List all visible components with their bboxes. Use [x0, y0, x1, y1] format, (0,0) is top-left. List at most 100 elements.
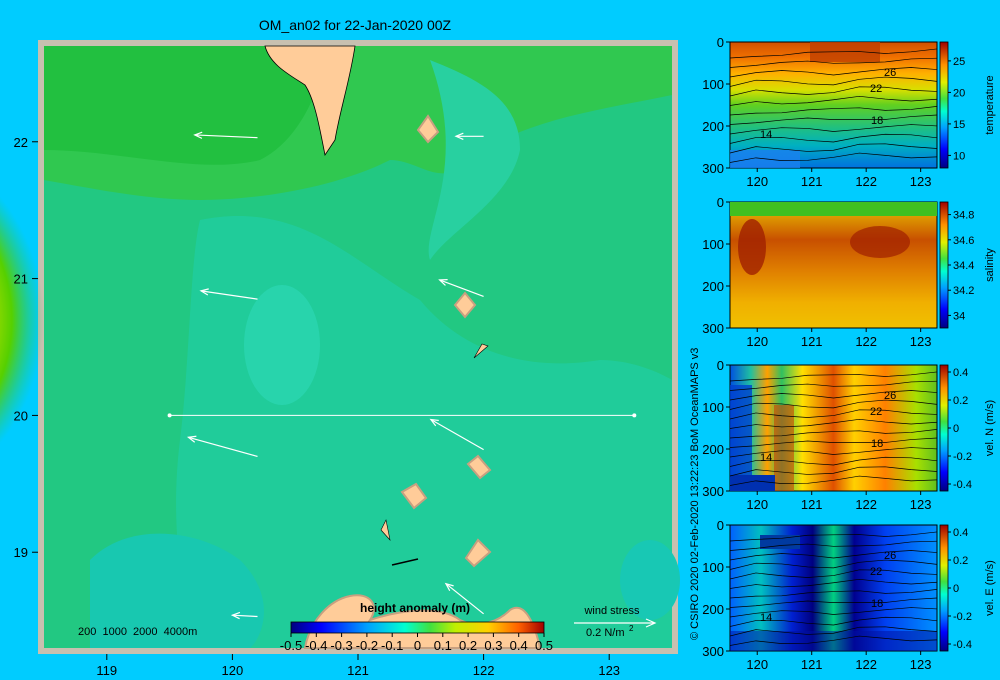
- section-cb-tick-label: 25: [953, 56, 965, 68]
- section-vel-e-colorbar: [939, 524, 949, 652]
- contour-line: [729, 531, 938, 542]
- section-cb-tick-label: 34.8: [953, 210, 974, 222]
- section-y-tick-label: 0: [717, 35, 724, 50]
- contour-label: 14: [760, 612, 772, 624]
- wind-vector-shaft: [439, 279, 484, 297]
- section-y-tick-label: 300: [702, 161, 724, 176]
- colorbar-tick-label: -0.2: [356, 638, 378, 653]
- section-x-tick-label: 120: [746, 497, 768, 512]
- contour-line: [729, 124, 938, 135]
- contour-line: [729, 95, 938, 106]
- section-x-tick-label: 121: [801, 497, 823, 512]
- wind-vector-shaft: [194, 134, 258, 139]
- section-cb-tick-label: 34.2: [953, 285, 974, 297]
- section-cb-tick-label: 0.2: [953, 555, 968, 567]
- contour-line: [729, 152, 938, 163]
- section-x-tick-label: 122: [855, 657, 877, 672]
- map-x-tick-label: 120: [222, 663, 244, 678]
- wind-vector-shaft: [430, 418, 484, 451]
- island-2: [453, 291, 477, 319]
- map-x-tick-label: 121: [347, 663, 369, 678]
- contour-line: [729, 550, 938, 561]
- depth-legend: 200 1000 2000 4000m: [78, 626, 197, 638]
- section-panel-salinity: 0 100 200 300 120 121 122 123 34.8 34.6 34.4 34.2 34…: [702, 195, 996, 349]
- contour-label: 26: [884, 390, 896, 402]
- map-y-ticks: 22 21 20 19: [14, 135, 38, 560]
- section-y-tick-label: 300: [702, 321, 724, 336]
- contour-line: [729, 133, 938, 144]
- contour-line: [729, 466, 938, 477]
- contour-label: 14: [760, 452, 772, 464]
- wind-vector: [454, 132, 484, 140]
- sal-max-west: [738, 219, 766, 275]
- contour-label: 22: [870, 566, 882, 578]
- island-3: [473, 343, 489, 359]
- section-line-start: [167, 413, 172, 418]
- map-title: OM_an02 for 22-Jan-2020 00Z: [259, 17, 452, 33]
- map-x-tick-label: 119: [96, 663, 117, 678]
- map-y-tick-label: 19: [14, 545, 28, 560]
- wind-vector: [193, 131, 258, 139]
- field-cyan-se: [620, 540, 680, 620]
- section-salinity-colorbar: [939, 201, 949, 329]
- section-cb-tick-label: -0.4: [953, 479, 972, 491]
- contour-line: [729, 106, 938, 116]
- section-x-tick-label: 120: [746, 174, 768, 189]
- section-y-tick-label: 300: [702, 644, 724, 659]
- contour-line: [729, 635, 938, 646]
- section-temperature-label: temperature: [984, 75, 996, 134]
- contour-line: [729, 569, 938, 580]
- section-vel-e-label: vel. E (m/s): [984, 560, 996, 616]
- section-cb-tick-label: -0.2: [953, 611, 972, 623]
- section-x-tick-label: 123: [910, 334, 932, 349]
- contour-line: [729, 607, 938, 618]
- section-x-tick-label: 123: [910, 657, 932, 672]
- ve-deep-layer: [730, 631, 937, 651]
- section-x-tick-label: 121: [801, 174, 823, 189]
- colorbar-tick-label: 0.5: [535, 638, 553, 653]
- section-cb-tick-label: 0.4: [953, 367, 968, 379]
- wind-vector: [199, 288, 258, 300]
- wind-vector-head: [444, 582, 454, 592]
- section-y-tick-label: 200: [702, 602, 724, 617]
- contour-label: 22: [870, 406, 882, 418]
- contour-line: [729, 559, 938, 570]
- colorbar-tick-label: -0.3: [330, 638, 352, 653]
- field-cyan-blob: [244, 285, 320, 405]
- contour-line: [729, 48, 938, 59]
- vn-south-jet: [730, 385, 752, 491]
- wind-scale-superscript: 2: [629, 624, 634, 633]
- colorbar-tick-label: -0.1: [381, 638, 403, 653]
- section-cb-tick-label: -0.2: [953, 451, 972, 463]
- section-x-tick-label: 123: [910, 497, 932, 512]
- section-cb-tick-label: 34: [953, 310, 965, 322]
- contour-label: 22: [870, 83, 882, 95]
- wind-vector-head: [454, 132, 464, 140]
- section-y-tick-label: 200: [702, 119, 724, 134]
- section-x-tick-label: 120: [746, 334, 768, 349]
- contour-line: [729, 597, 938, 608]
- section-x-tick-label: 123: [910, 174, 932, 189]
- map-panel: [0, 40, 680, 654]
- island-1: [416, 114, 440, 144]
- contour-line: [729, 429, 938, 439]
- section-line: [167, 413, 637, 418]
- section-y-tick-label: 0: [717, 358, 724, 373]
- section-y-tick-label: 200: [702, 279, 724, 294]
- colorbar-tick-label: -0.4: [305, 638, 327, 653]
- map-y-tick-label: 22: [14, 135, 28, 150]
- map-y-tick-label: 21: [14, 272, 28, 287]
- contour-label: 14: [760, 129, 772, 141]
- contour-label: 18: [871, 438, 883, 450]
- section-cb-tick-label: 15: [953, 119, 965, 131]
- section-cb-tick-label: 10: [953, 150, 965, 162]
- contour-label: 18: [871, 598, 883, 610]
- wind-vector-shaft: [188, 436, 258, 458]
- section-x-tick-label: 121: [801, 334, 823, 349]
- vn-deep-south: [730, 475, 775, 491]
- wind-vector: [429, 418, 484, 451]
